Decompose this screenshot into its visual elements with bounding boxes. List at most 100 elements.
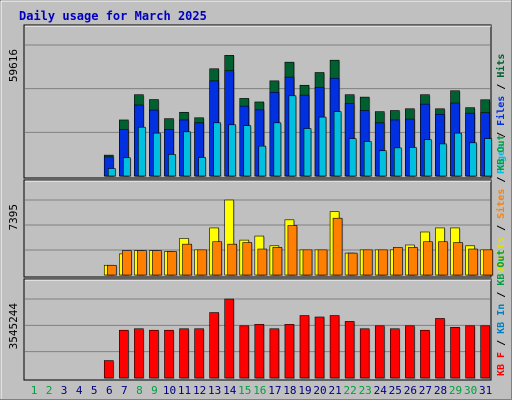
bar-pages [394,147,402,177]
bar-kb-f [465,325,475,379]
bar-sites [438,241,448,276]
day-label: 3 [61,384,68,397]
panel-0-border [23,24,492,179]
bar-pages [123,157,131,177]
day-label: 17 [268,384,281,397]
day-label: 27 [419,384,432,397]
bar-sites [332,217,343,276]
bar-pages [363,141,372,177]
bar-kb-f [164,329,174,379]
panel-0-legend: Pages / Files / Hits [495,54,507,174]
panel-2-ymax-label: 3545244 [7,303,20,350]
bar-sites [257,248,268,276]
day-label: 24 [374,384,388,397]
day-label: 28 [434,384,447,397]
legend-entry: KB F [496,352,507,376]
bar-pages [378,150,387,177]
bar-pages [107,168,116,177]
day-label: 13 [208,384,221,397]
legend-entry: Sites [495,189,507,219]
bar-sites [362,249,373,276]
panel-1-legend: Visits / Sites / KB Out [495,135,507,273]
panel-2-legend: KB F / KB In / KB Out [496,250,507,376]
bar-pages [439,143,447,177]
bar-sites [197,249,207,276]
legend-entry: Files [495,96,507,126]
day-label: 7 [121,384,128,397]
bar-pages [424,139,432,177]
day-label: 14 [223,384,237,397]
bar-sites [317,249,328,276]
bar-kb-f [194,328,204,379]
bar-kb-f [254,324,265,379]
bar-kb-f [224,298,235,379]
bar-pages [288,95,297,177]
bar-sites [453,242,463,276]
bar-pages [168,154,176,177]
day-label: 29 [449,384,462,397]
day-label: 5 [91,384,98,397]
bar-sites [137,250,147,276]
bar-sites [106,264,117,276]
bar-kb-f [344,321,355,379]
legend-entry: / [496,78,507,96]
bar-kb-f [209,312,219,379]
bar-kb-f [119,329,129,379]
day-label: 11 [178,384,191,397]
day-label: 22 [344,384,357,397]
bar-kb-f [480,325,490,379]
bar-pages [183,131,191,177]
bar-pages [198,157,206,177]
day-axis: 1 2 3 4 5 6 7 8 9 10 11 12 13 14 15 16 17 18 19 20 21 22 23 24 2… [31,384,493,397]
day-label: 19 [298,384,311,397]
bar-pages [303,128,312,177]
bar-kb-f [359,328,370,379]
panel-0-ymax-label: 59616 [7,49,20,82]
bar-kb-f [239,325,250,379]
bar-kb-f [299,315,310,379]
bar-pages [213,122,221,177]
bar-sites [167,251,177,276]
legend-entry: / [496,286,507,304]
bar-sites [393,247,403,276]
bar-sites [212,241,222,276]
panel-1-ymax-label: 7395 [7,204,20,231]
bar-kb-f [390,328,400,379]
legend-entry: Pages [496,144,507,174]
day-label: 31 [479,384,492,397]
day-label: 9 [151,384,158,397]
bar-sites [377,249,388,276]
day-label: 16 [253,384,266,397]
legend-entry: / [496,219,507,237]
bar-kb-f [134,328,144,379]
bar-pages [258,145,267,177]
day-label: 30 [464,384,477,397]
legend-entry: Hits [495,54,507,78]
bar-sites [152,250,162,276]
day-label: 25 [389,384,402,397]
bar-sites [468,248,478,276]
legend-entry: KB Out [496,250,507,286]
bar-sites [227,243,238,276]
bar-kb-f [450,326,460,379]
legend-entry: / [496,126,507,144]
day-label: 26 [404,384,417,397]
bar-pages [138,126,146,177]
panel-1-border [23,179,492,278]
day-label: 15 [238,384,251,397]
chart-panels: 59616 Pages / Files / Hits 7395 Visits / Si… [7,24,507,381]
bar-pages [469,142,477,177]
bar-pages [318,116,327,177]
bar-pages [348,138,357,177]
day-label: 20 [313,384,326,397]
bar-pages [454,132,462,177]
bar-sites [272,247,283,276]
bar-pages [333,111,342,177]
day-label: 8 [136,384,143,397]
bar-kb-f [405,325,415,379]
legend-entry: / [496,334,507,352]
bar-sites [347,252,358,276]
day-label: 4 [76,384,83,397]
bar-sites [182,243,192,276]
